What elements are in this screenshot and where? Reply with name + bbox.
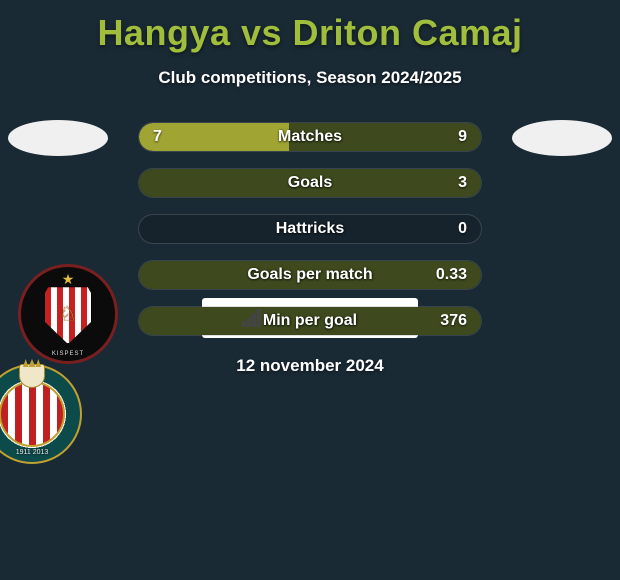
date: 12 november 2024 <box>0 356 620 376</box>
stat-bar-left <box>139 123 289 151</box>
stats-table: Matches79 Goals3 Hattricks0 Goals per match… <box>138 122 482 352</box>
badge-left-text: KISPEST <box>21 351 115 357</box>
stat-bar-right <box>139 307 481 335</box>
subtitle: Club competitions, Season 2024/2025 <box>0 68 620 88</box>
player-photo-right <box>512 120 612 156</box>
stripes-icon <box>0 381 65 447</box>
star-icon: ★ <box>62 271 75 288</box>
page-title: Hangya vs Driton Camaj <box>0 0 620 54</box>
stat-row: Hattricks0 <box>138 214 482 244</box>
lion-icon: ♘ <box>59 302 77 327</box>
bar-chart-icon <box>242 309 262 327</box>
crown-icon <box>19 364 45 388</box>
badge-right-years: 1911 2013 <box>0 449 80 456</box>
club-badge-right: 1911 2013 <box>0 364 82 464</box>
stat-row: Goals per match0.33 <box>138 260 482 290</box>
club-badge-left: ★ ♘ KISPEST <box>18 264 118 364</box>
stat-label: Hattricks <box>139 220 481 238</box>
player-photo-left <box>8 120 108 156</box>
stat-bar-right <box>139 169 481 197</box>
stat-row: Min per goal376 <box>138 306 482 336</box>
stat-bar-right <box>139 261 481 289</box>
stat-bar-right <box>289 123 481 151</box>
stat-value-right: 0 <box>458 220 467 238</box>
stat-row: Goals3 <box>138 168 482 198</box>
stat-row: Matches79 <box>138 122 482 152</box>
